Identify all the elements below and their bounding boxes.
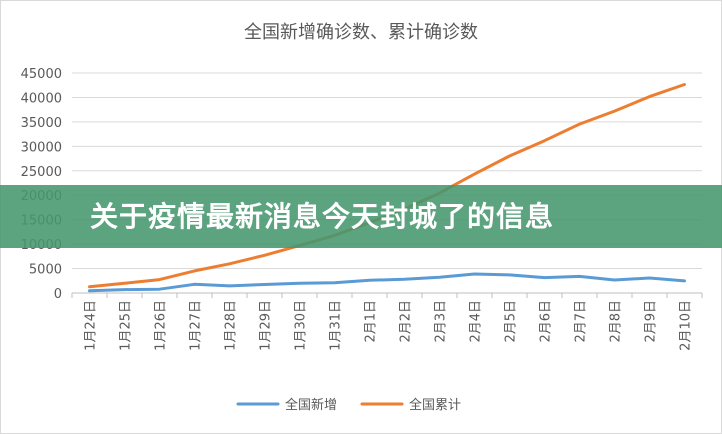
x-tick-label: 2月10日 (679, 300, 694, 351)
series-line-1 (88, 272, 686, 293)
x-tick-label: 2月2日 (399, 300, 414, 343)
y-tick-label: 40000 (21, 91, 62, 106)
x-tick-label: 1月29日 (259, 300, 274, 351)
x-tick-label: 2月6日 (539, 300, 554, 343)
chart-title: 全国新增确诊数、累计确诊数 (244, 22, 478, 43)
x-tick-label: 2月4日 (469, 300, 484, 343)
overlay-banner: 关于疫情最新消息今天封城了的信息 (0, 185, 722, 248)
x-tick-label: 1月28日 (224, 300, 239, 351)
x-tick-label: 2月8日 (609, 300, 624, 343)
y-tick-label: 5000 (29, 263, 62, 278)
legend-label-1: 全国新增 (285, 397, 337, 413)
x-tick-label: 2月5日 (504, 300, 519, 343)
y-tick-label: 30000 (21, 140, 62, 155)
x-tick-label: 1月27日 (189, 300, 204, 351)
x-tick-label: 2月7日 (574, 300, 589, 343)
y-tick-label: 0 (54, 287, 62, 302)
x-tick-label: 1月24日 (84, 300, 99, 351)
x-tick-label: 2月3日 (434, 300, 449, 343)
y-tick-label: 45000 (21, 67, 62, 82)
x-tick-label: 1月26日 (154, 300, 169, 351)
y-tick-label: 35000 (21, 116, 62, 131)
x-tick-label: 1月31日 (329, 300, 344, 351)
x-tick-label: 2月9日 (644, 300, 659, 343)
banner-text: 关于疫情最新消息今天封城了的信息 (90, 200, 555, 233)
x-tick-label: 2月1日 (364, 300, 379, 343)
x-tick-label: 1月30日 (294, 300, 309, 351)
y-tick-label: 25000 (21, 165, 62, 180)
x-tick-label: 1月25日 (119, 300, 134, 351)
legend-label-2: 全国累计 (409, 397, 461, 413)
